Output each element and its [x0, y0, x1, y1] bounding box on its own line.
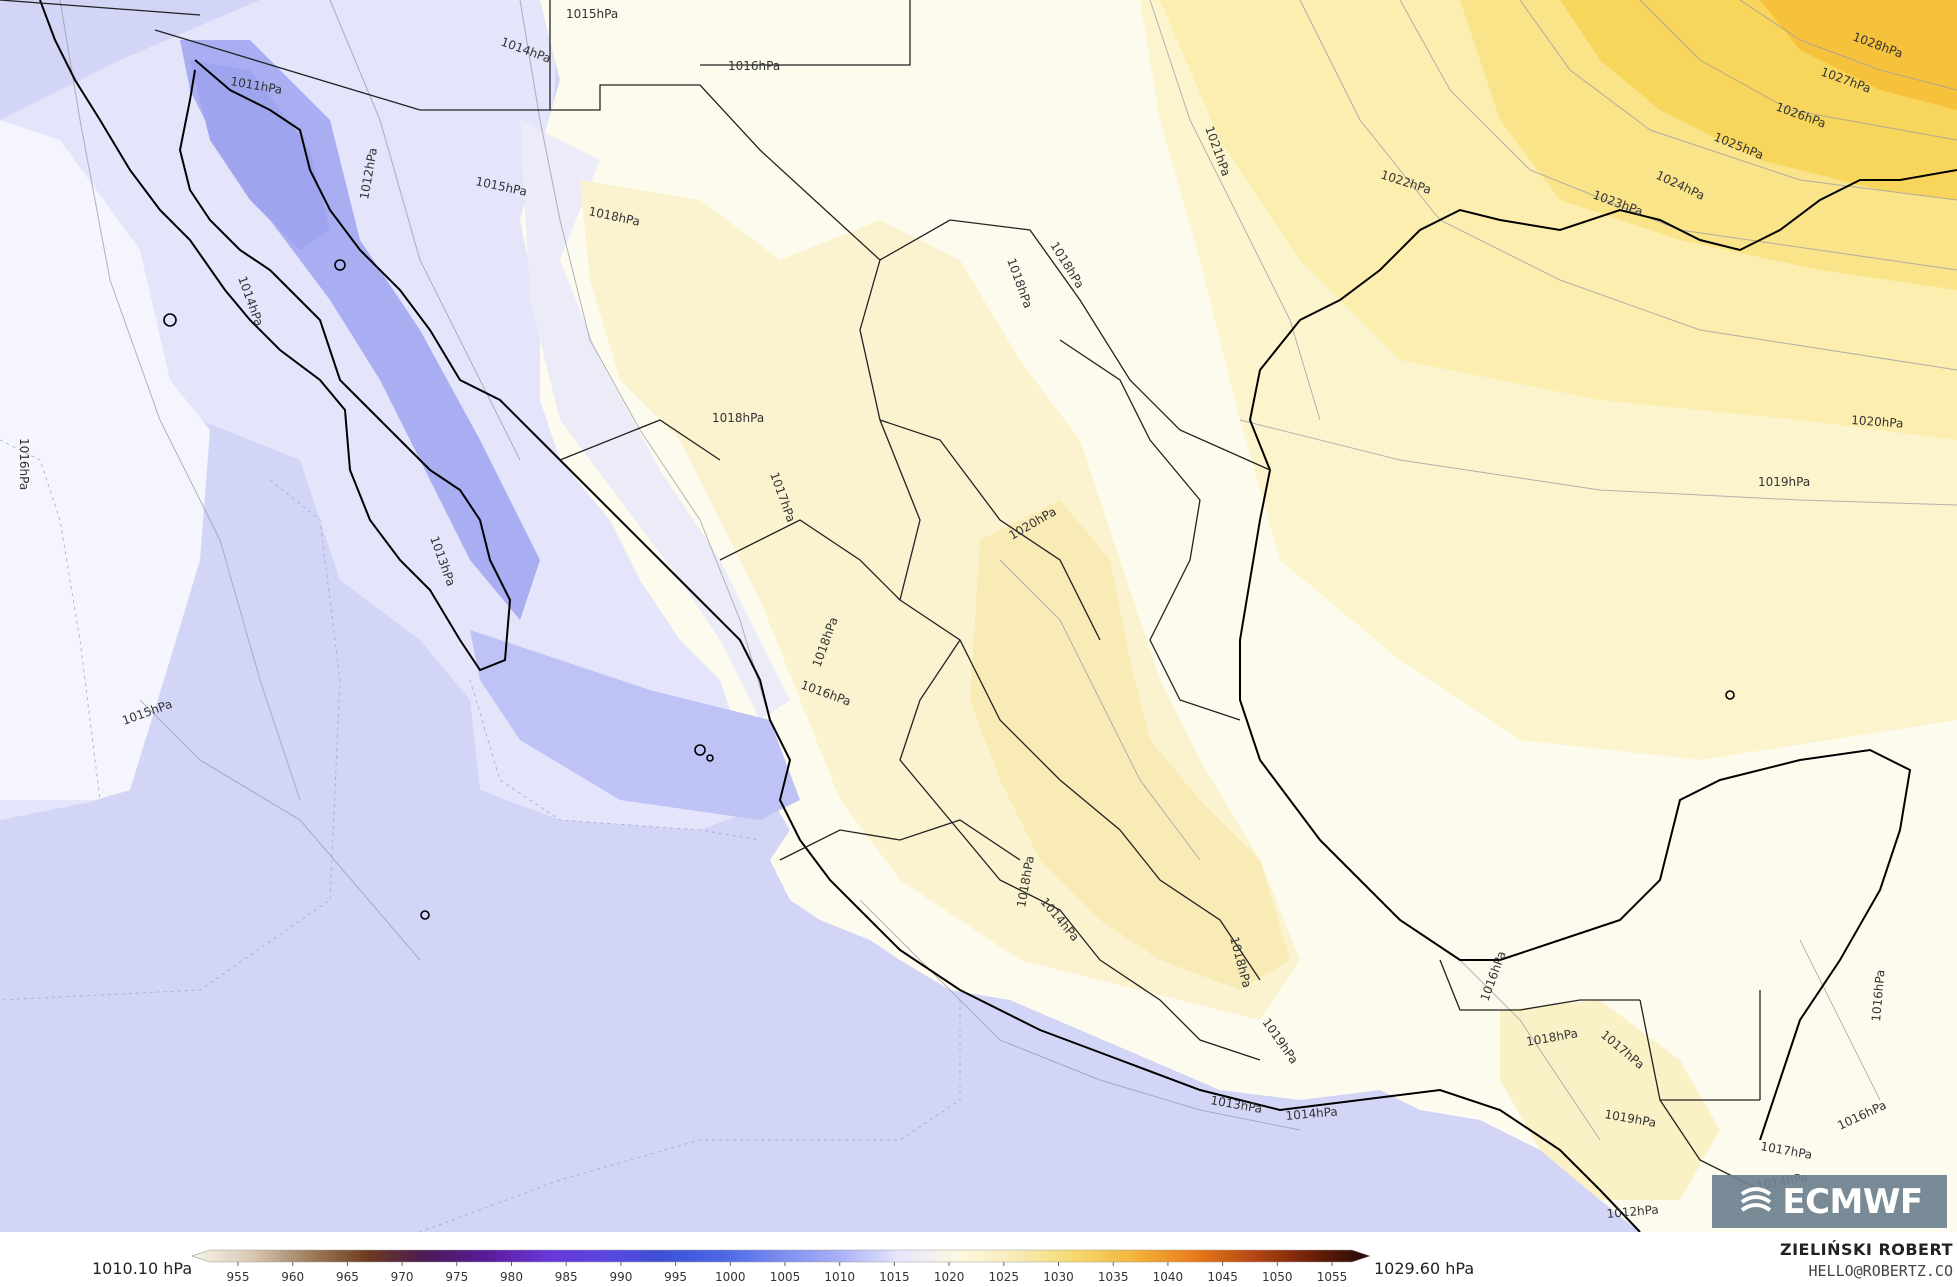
coastline: [39, 0, 512, 672]
colorbar-tick-label: 995: [664, 1270, 687, 1284]
pressure-zone-1014-coast: [520, 120, 790, 720]
colorbar-max-label: 1029.60 hPa: [1374, 1259, 1475, 1278]
pressure-zone-1016-west: [0, 120, 210, 800]
isobar-label: 1019hPa: [1758, 475, 1810, 489]
colorbar-tick-label: 1015: [879, 1270, 910, 1284]
ecmwf-swirl-icon: [1741, 1186, 1772, 1212]
colorbar-tick-label: 1030: [1043, 1270, 1074, 1284]
pressure-zone-1019-center: [970, 500, 1290, 990]
isobar-label: 1020hPa: [1851, 413, 1904, 431]
colorbar-tick-label: 1005: [770, 1270, 801, 1284]
colorbar-tick-label: 1050: [1262, 1270, 1293, 1284]
colorbar-tick-label: 960: [281, 1270, 304, 1284]
isobar-label: 1014hPa: [1285, 1104, 1338, 1122]
isobar-lines: [59, 0, 1957, 1141]
colorbar-tick-label: 1035: [1098, 1270, 1129, 1284]
colorbar-tick-label: 1025: [989, 1270, 1020, 1284]
pressure-zone-1018-yucatan: [1500, 1000, 1720, 1200]
pressure-zone-1010-gulf-california: [190, 60, 330, 250]
pressure-zone-1027-us: [1760, 0, 1957, 110]
colorbar-tick-label: 975: [445, 1270, 468, 1284]
colorbar-tick-label: 980: [500, 1270, 523, 1284]
pressure-zone-1015: [0, 0, 780, 830]
colorbar-tick-label: 1020: [934, 1270, 965, 1284]
isobar-label: 1015hPa: [566, 7, 618, 21]
ecmwf-logo-text: ECMWF: [1782, 1181, 1923, 1222]
colorbar-tick-label: 985: [555, 1270, 578, 1284]
colorbar-tick-label: 1000: [715, 1270, 746, 1284]
pressure-colorbar: 955 960 965 970 975 980 985 990 995 1000 1005 1010 1…: [192, 1249, 1371, 1284]
isobar-label: 1016hPa: [1869, 969, 1887, 1022]
islands: [163, 259, 1735, 920]
pressure-zone-1013-pacific-shelf: [470, 630, 800, 820]
isobar-dashed-lines: [0, 439, 961, 1232]
isobar-label: 1018hPa: [712, 411, 764, 425]
colorbar-gradient: [192, 1249, 1371, 1263]
colorbar-tick-label: 1045: [1207, 1270, 1238, 1284]
colorbar-min-label: 1010.10 hPa: [92, 1259, 193, 1278]
colorbar-footer: 1010.10 hPa 955 960 965 970 975 980 985 990 995 1…: [0, 1232, 1957, 1287]
isobar-label: 1012hPa: [1606, 1202, 1659, 1220]
colorbar-tick-label: 1010: [824, 1270, 855, 1284]
colorbar-tick-label: 1055: [1317, 1270, 1348, 1284]
pressure-map: 1015hPa 1014hPa 1016hPa 1011hPa 1012hPa …: [0, 0, 1957, 1232]
author-credit: ZIELIŃSKI ROBERT: [1779, 1240, 1953, 1259]
coastline-gulf: [1239, 169, 1957, 1141]
coastline-mainland-west: [194, 59, 1641, 1232]
colorbar-tick-label: 970: [391, 1270, 414, 1284]
author-email: HELLO@ROBERTZ.CO: [1808, 1262, 1954, 1280]
colorbar-tick-label: 1040: [1153, 1270, 1184, 1284]
isobar-label: 1016hPa: [728, 59, 780, 73]
isobar-label: 1016hPa: [17, 438, 31, 490]
colorbar-tick-label: 965: [336, 1270, 359, 1284]
ecmwf-logo: ECMWF: [1712, 1175, 1947, 1228]
colorbar-tick-label: 990: [609, 1270, 632, 1284]
state-borders: [0, 0, 1761, 1191]
colorbar-tick-label: 955: [227, 1270, 250, 1284]
